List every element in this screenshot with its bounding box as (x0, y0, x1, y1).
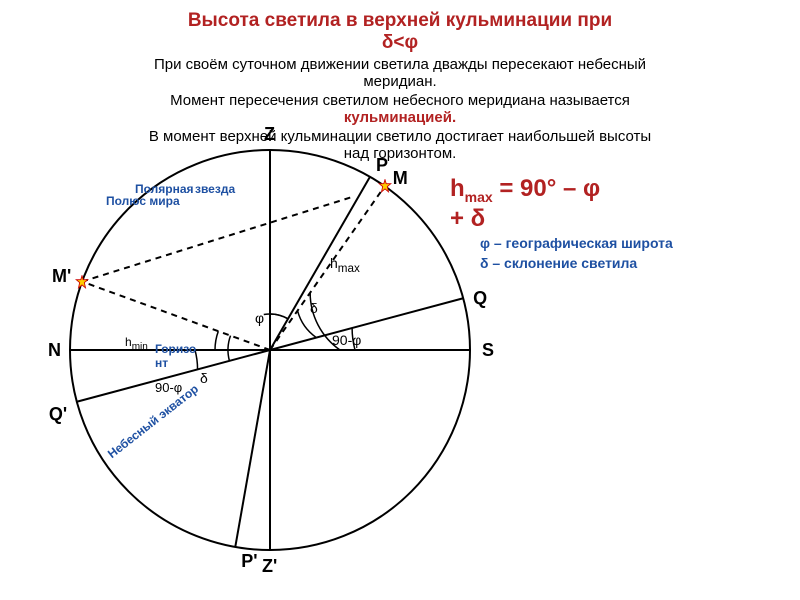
para2: Момент пересечения светилом небесного ме… (170, 92, 630, 109)
label-polaris-b: Полюс мира (106, 194, 180, 208)
celestial-sphere-diagram: Z P M Q S P' Z' Q' N M' Полярная Полюс м… (40, 120, 500, 580)
diagram-svg (40, 120, 500, 580)
legend-phi: φ – географическая широта (480, 235, 673, 251)
para1a: При своём суточном движении светила дваж… (154, 56, 646, 73)
angle-90phi2: 90-φ (155, 380, 182, 395)
label-S: S (482, 340, 494, 361)
label-Q: Q (473, 288, 487, 309)
hmax-sub: max (338, 262, 360, 275)
label-Q-prime: Q' (49, 404, 67, 425)
paragraph-1: При своём суточном движении светила дваж… (20, 56, 780, 90)
para1b: меридиан. (363, 73, 436, 90)
angle-hmin: hmin (125, 335, 148, 352)
angle-delta2: δ (200, 370, 208, 386)
angle-90phi: 90-φ (332, 332, 361, 348)
label-M-prime: M' (52, 266, 71, 287)
title-line1: Высота светила в верхней кульминации при (188, 10, 612, 31)
label-polaris-c: звезда (195, 182, 235, 196)
label-M: M (393, 168, 408, 189)
formula-rest: = 90° – φ (493, 175, 601, 202)
hmin-h: h (125, 335, 132, 349)
label-N: N (48, 340, 61, 361)
star-icon-m-prime (75, 275, 89, 289)
label-P: P (376, 155, 388, 176)
page-title: Высота светила в верхней кульминации при… (20, 10, 780, 54)
polaris-2: Полюс мира (106, 194, 180, 208)
star-icon-m (378, 179, 392, 193)
angle-phi: φ (255, 310, 264, 326)
hmin-sub: min (132, 341, 148, 352)
label-Z-prime: Z' (262, 556, 277, 577)
label-Z: Z (264, 124, 275, 145)
horizon-2: нт (155, 356, 168, 370)
hmax-h: h (330, 255, 338, 271)
legend-delta: δ – склонение светила (480, 255, 637, 271)
label-P-prime: P' (241, 551, 257, 572)
polaris-3: звезда (195, 182, 235, 196)
angle-delta: δ (310, 300, 318, 316)
horizon-1: Горизо (155, 342, 196, 356)
label-horizon: Горизо нт (155, 342, 196, 370)
angle-hmax: hmax (330, 255, 360, 275)
title-line2: δ<φ (382, 32, 418, 53)
